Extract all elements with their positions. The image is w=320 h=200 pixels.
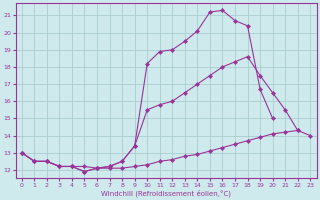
X-axis label: Windchill (Refroidissement éolien,°C): Windchill (Refroidissement éolien,°C) [101, 189, 231, 197]
